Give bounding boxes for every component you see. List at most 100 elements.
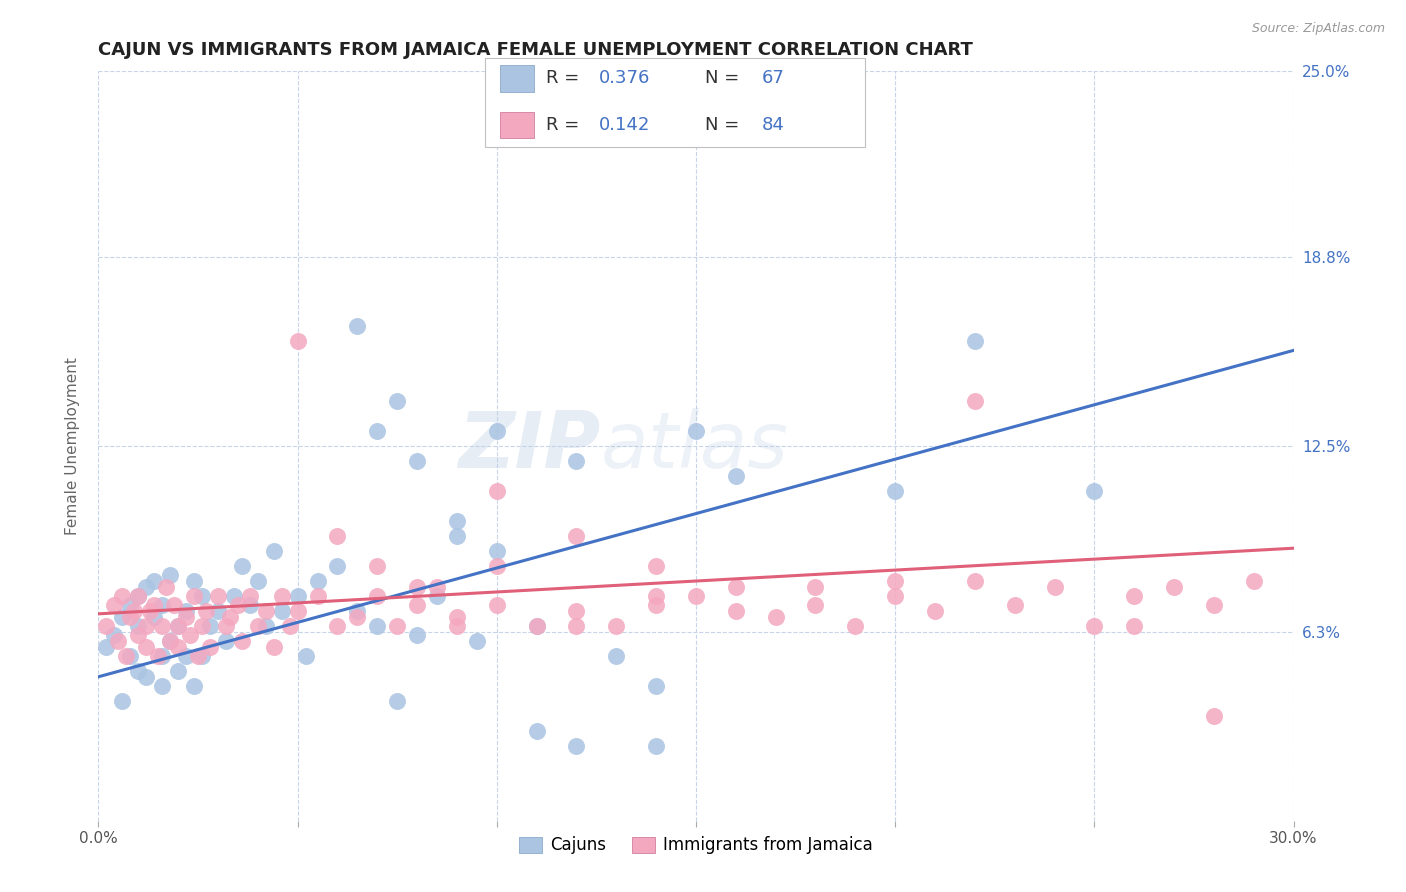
Point [191,648,214,663]
Point [804,598,827,612]
Point [645,679,668,693]
Point [254,619,277,633]
Point [107,633,129,648]
Point [174,648,197,663]
Point [446,514,468,528]
Point [159,567,181,582]
Point [1083,619,1105,633]
Point [167,640,190,654]
Point [645,558,668,573]
Point [406,580,429,594]
Point [366,619,388,633]
Point [111,589,134,603]
Text: 0.142: 0.142 [599,116,651,134]
Text: CAJUN VS IMMIGRANTS FROM JAMAICA FEMALE UNEMPLOYMENT CORRELATION CHART: CAJUN VS IMMIGRANTS FROM JAMAICA FEMALE … [98,41,973,59]
Point [222,589,245,603]
Point [426,589,449,603]
Point [143,574,166,588]
Point [307,574,329,588]
Point [183,574,205,588]
Point [346,604,368,618]
Point [685,424,707,438]
Point [111,694,134,708]
Point [307,589,329,603]
Point [159,633,181,648]
Point [804,580,827,594]
Point [724,469,747,483]
Point [963,334,986,348]
Point [406,628,429,642]
Point [446,619,468,633]
Point [565,604,588,618]
Point [191,589,214,603]
Point [366,589,388,603]
Point [191,619,214,633]
Point [239,589,262,603]
Point [120,610,142,624]
Point [287,334,309,348]
Point [198,619,221,633]
Point [278,619,301,633]
Point [1083,483,1105,498]
Point [294,648,316,663]
Point [1202,708,1225,723]
Point [120,598,142,612]
Point [120,648,142,663]
Point [246,619,269,633]
Point [143,610,166,624]
Point [127,628,149,642]
Point [565,619,588,633]
Point [127,589,149,603]
Point [270,604,292,618]
Point [724,604,747,618]
Point [187,648,209,663]
Point [485,544,508,558]
Point [215,619,238,633]
Point [1004,598,1026,612]
Point [1243,574,1265,588]
Text: R =: R = [546,116,585,134]
Point [127,619,149,633]
Point [605,648,627,663]
Point [263,640,285,654]
FancyBboxPatch shape [501,65,534,92]
Point [724,580,747,594]
Text: 84: 84 [762,116,785,134]
Point [963,574,986,588]
Point [385,619,409,633]
Point [385,394,409,409]
Point [346,610,368,624]
Point [179,628,201,642]
Point [167,664,190,678]
Point [215,633,238,648]
Point [1202,598,1225,612]
Point [103,628,125,642]
Point [195,604,218,618]
Point [366,558,388,573]
Point [174,604,197,618]
Point [167,619,190,633]
Point [645,589,668,603]
Point [127,589,149,603]
Point [605,619,627,633]
Point [565,739,588,753]
Point [385,694,409,708]
Point [884,483,907,498]
FancyBboxPatch shape [485,58,865,147]
Text: ZIP: ZIP [458,408,600,484]
Point [139,604,162,618]
Point [963,394,986,409]
Y-axis label: Female Unemployment: Female Unemployment [65,357,80,535]
Point [1123,589,1146,603]
Text: 67: 67 [762,70,785,87]
Point [183,679,205,693]
Point [135,619,157,633]
Point [526,723,548,738]
Point [263,544,285,558]
Point [183,589,205,603]
FancyBboxPatch shape [501,112,534,138]
Point [231,633,253,648]
Point [366,424,388,438]
Point [150,619,173,633]
Point [239,598,262,612]
